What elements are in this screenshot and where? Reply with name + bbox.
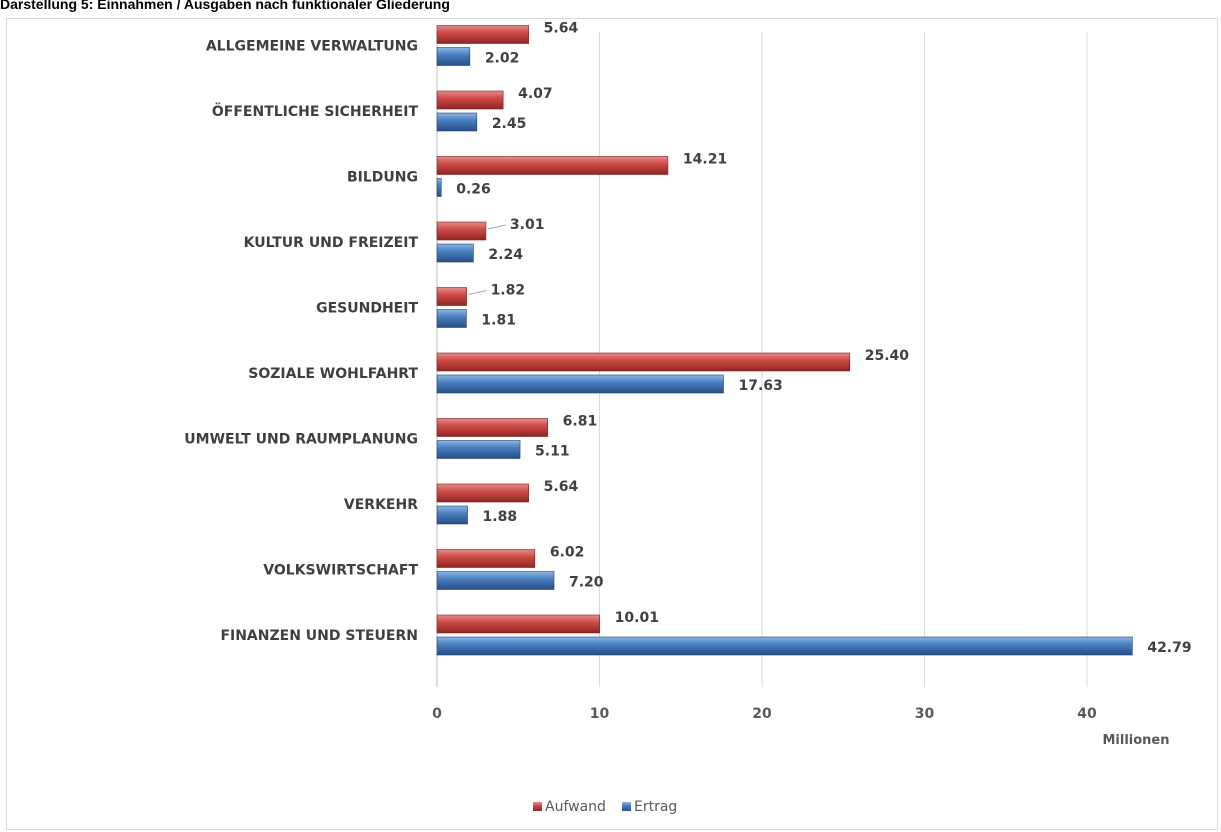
data-label-ertrag: 2.24 bbox=[488, 247, 523, 263]
category-labels: ALLGEMEINE VERWALTUNG ÖFFENTLICHE SICHERH… bbox=[184, 39, 418, 645]
bar-aufwand bbox=[436, 614, 600, 634]
bar-ertrag bbox=[436, 112, 478, 132]
category-label: ÖFFENTLICHE SICHERHEIT bbox=[212, 102, 419, 120]
bar-ertrag bbox=[436, 440, 521, 459]
legend: Aufwand Ertrag bbox=[533, 799, 677, 815]
bar-ertrag bbox=[436, 47, 471, 66]
chart-area bbox=[6, 18, 1218, 830]
data-label-ertrag: 0.26 bbox=[456, 182, 491, 198]
data-label-ertrag: 5.11 bbox=[535, 444, 570, 460]
data-label-aufwand: 25.40 bbox=[865, 348, 910, 364]
data-label-ertrag: 42.79 bbox=[1147, 640, 1191, 656]
bar-ertrag bbox=[436, 571, 555, 590]
category-label: KULTUR UND FREIZEIT bbox=[244, 235, 419, 251]
category-label: SOZIALE WOHLFAHRT bbox=[248, 366, 418, 382]
x-axis-unit-label: Millionen bbox=[1102, 733, 1169, 748]
bar-aufwand bbox=[436, 549, 536, 568]
bar-aufwand bbox=[436, 156, 669, 175]
bar-aufwand bbox=[436, 352, 851, 372]
bar-ertrag bbox=[436, 374, 724, 394]
legend-swatch-aufwand bbox=[533, 802, 542, 811]
legend-swatch-ertrag bbox=[622, 802, 631, 811]
bar-aufwand bbox=[436, 90, 504, 110]
data-labels: 5.64 2.02 4.07 2.45 14.21 0.26 3.01 2.24 1.82 1.8… bbox=[456, 21, 1191, 657]
category-label: BILDUNG bbox=[347, 170, 418, 186]
leader-line bbox=[487, 224, 507, 230]
bar-aufwand bbox=[436, 287, 467, 306]
data-label-aufwand: 6.81 bbox=[563, 414, 598, 430]
legend-label-aufwand: Aufwand bbox=[545, 799, 606, 815]
x-axis: Millionen 0 10 20 30 40 bbox=[432, 706, 1169, 748]
data-label-aufwand: 1.82 bbox=[491, 283, 526, 299]
bar-aufwand bbox=[436, 221, 487, 241]
bar-ertrag bbox=[436, 178, 442, 197]
data-label-ertrag: 2.45 bbox=[492, 116, 527, 132]
data-label-aufwand: 4.07 bbox=[518, 86, 553, 102]
category-label: GESUNDHEIT bbox=[316, 301, 418, 317]
leader-line bbox=[468, 290, 487, 295]
data-label-aufwand: 5.64 bbox=[544, 479, 579, 495]
x-tick-label: 20 bbox=[752, 706, 772, 722]
data-label-aufwand: 3.01 bbox=[510, 217, 545, 233]
bar-aufwand bbox=[436, 483, 529, 503]
bar-ertrag bbox=[436, 505, 468, 525]
category-label: VOLKSWIRTSCHAFT bbox=[263, 563, 418, 579]
category-label: UMWELT UND RAUMPLANUNG bbox=[184, 432, 418, 448]
bar-ertrag bbox=[436, 309, 467, 328]
data-label-ertrag: 7.20 bbox=[569, 575, 604, 591]
x-tick-label: 10 bbox=[590, 706, 610, 722]
category-label: FINANZEN UND STEUERN bbox=[220, 628, 418, 644]
data-label-aufwand: 14.21 bbox=[683, 152, 727, 168]
data-label-ertrag: 17.63 bbox=[738, 378, 782, 394]
x-tick-label: 40 bbox=[1077, 706, 1097, 722]
data-label-ertrag: 2.02 bbox=[485, 51, 520, 67]
category-label: ALLGEMEINE VERWALTUNG bbox=[206, 39, 418, 55]
page-title: Darstellung 5: Einnahmen / Ausgaben nach… bbox=[0, 0, 450, 12]
bar-ertrag bbox=[436, 243, 474, 263]
bar-aufwand bbox=[436, 418, 548, 437]
data-label-aufwand: 6.02 bbox=[550, 545, 585, 561]
x-tick-label: 30 bbox=[915, 706, 935, 722]
data-label-aufwand: 10.01 bbox=[615, 610, 659, 626]
bars bbox=[436, 25, 1133, 656]
data-label-ertrag: 1.88 bbox=[483, 509, 518, 525]
bar-aufwand bbox=[436, 25, 529, 44]
x-tick-label: 0 bbox=[432, 706, 442, 722]
data-label-ertrag: 1.81 bbox=[481, 313, 516, 329]
legend-label-ertrag: Ertrag bbox=[634, 799, 677, 815]
bar-ertrag bbox=[436, 636, 1133, 656]
category-label: VERKEHR bbox=[344, 497, 418, 513]
data-label-aufwand: 5.64 bbox=[544, 21, 579, 37]
